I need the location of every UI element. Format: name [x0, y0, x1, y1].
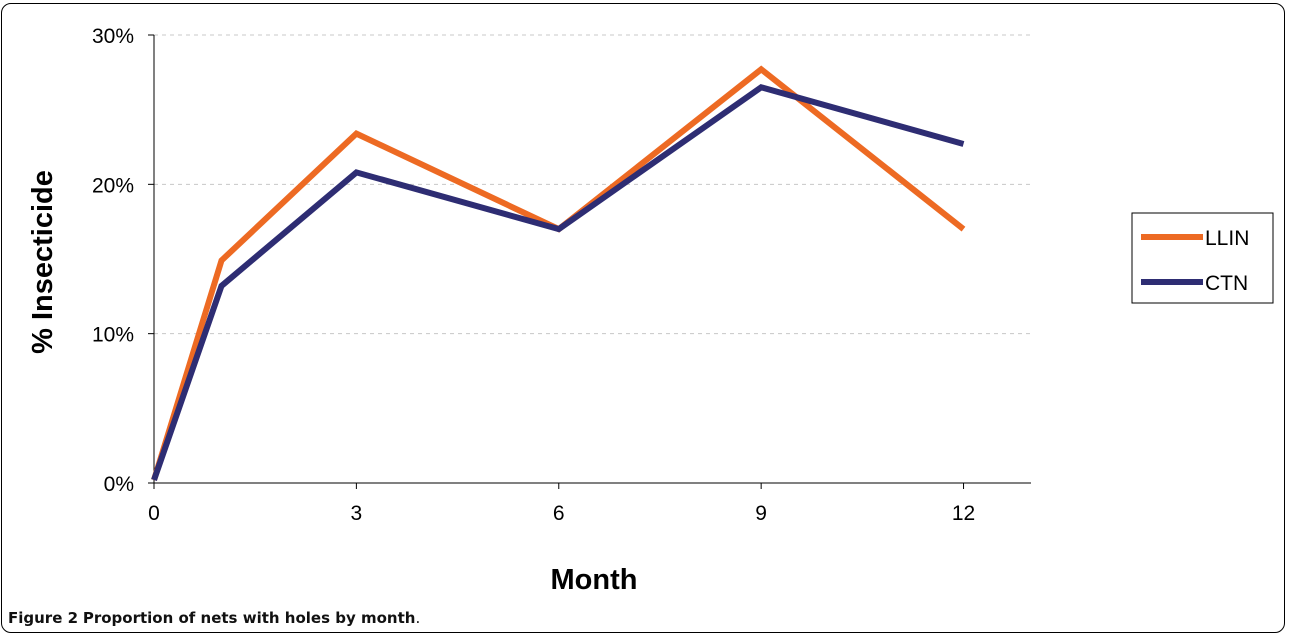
gridlines [154, 34, 1031, 335]
figure-number: Figure 2 [8, 609, 79, 627]
legend-box [1131, 212, 1274, 304]
caption-end: . [415, 609, 421, 627]
y-axis-ticks: 0% 10% 20% 30% [92, 25, 154, 496]
y-tick-label: 20% [92, 174, 134, 197]
legend-label-llin: LLIN [1205, 227, 1249, 250]
series-line-llin [151, 65, 966, 481]
series-line-ctn [151, 84, 965, 481]
x-axis-ticks: 0 3 6 9 12 [148, 483, 975, 525]
x-tick-label: 3 [351, 502, 363, 525]
y-axis-label: % Insecticide [27, 170, 59, 354]
legend: LLIN CTN [1131, 212, 1274, 304]
y-tick-label: 10% [92, 324, 134, 347]
axes [153, 35, 1031, 484]
figure-caption-text: Proportion of nets with holes by month [82, 609, 416, 627]
figure-caption: Figure 2 Proportion of nets with holes b… [8, 609, 420, 627]
figure-frame [1, 3, 1285, 633]
x-tick-label: 12 [952, 502, 975, 525]
y-tick-label: 30% [92, 25, 134, 48]
x-tick-label: 6 [553, 502, 565, 525]
series-lines [151, 65, 966, 481]
x-axis-label: Month [551, 564, 638, 596]
legend-label-ctn: CTN [1205, 272, 1248, 295]
y-tick-label: 0% [104, 473, 134, 496]
x-tick-label: 9 [755, 502, 767, 525]
x-tick-label: 0 [148, 502, 160, 525]
